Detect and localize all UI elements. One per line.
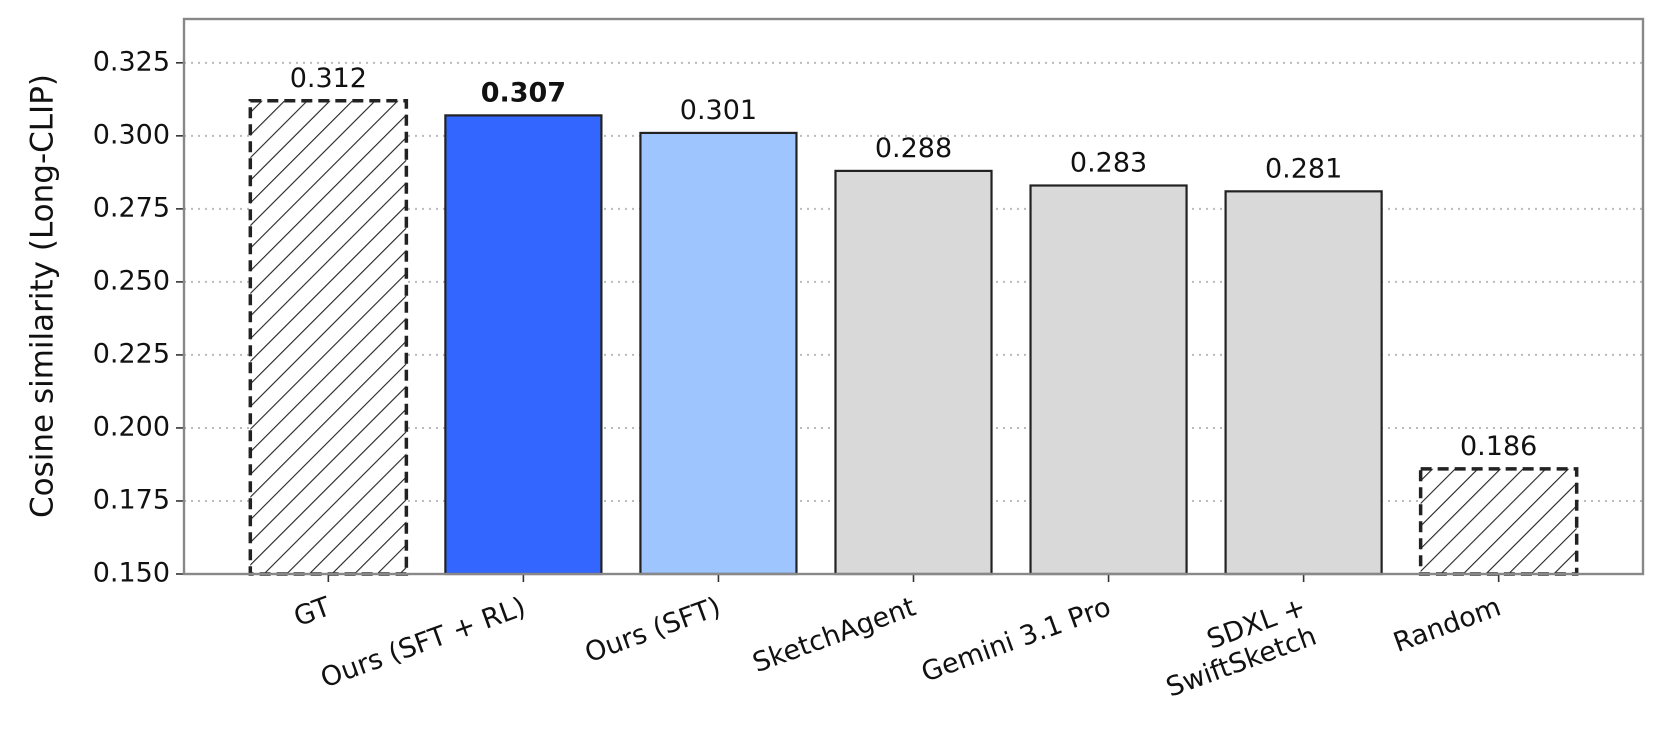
bar [1418,467,1579,576]
y-tick-label: 0.150 [93,558,170,589]
y-tick-label: 0.200 [93,411,170,442]
x-tick-label: Gemini 3.1 Pro [917,591,1114,688]
x-tick-label: GT [290,591,335,633]
y-axis-label: Cosine similarity (Long-CLIP) [25,74,61,518]
y-tick-label: 0.300 [93,119,170,150]
bar [834,169,993,576]
x-tick-label: Ours (SFT) [581,591,725,669]
value-label: 0.283 [1070,148,1147,179]
y-tick-label: 0.250 [93,265,170,296]
plot-frame [182,17,1645,576]
value-label: 0.301 [680,95,757,126]
value-label: 0.307 [481,77,566,108]
x-tick-label: SketchAgent [749,591,920,679]
bar [1029,184,1188,576]
bar [1224,190,1383,576]
bar [248,99,409,576]
value-label: 0.186 [1460,431,1537,462]
y-tick-label: 0.325 [93,46,170,77]
y-tick-label: 0.275 [93,192,170,223]
value-label: 0.288 [875,133,952,164]
value-label: 0.312 [290,63,367,94]
x-tick-label: SDXL +SwiftSketch [1152,591,1321,703]
y-tick-label: 0.175 [93,484,170,515]
y-tick-label: 0.225 [93,338,170,369]
bar [639,131,798,576]
value-label: 0.281 [1265,153,1342,184]
bar [444,114,603,576]
x-tick-label: Ours (SFT + RL) [317,591,530,694]
x-tick-label: Random [1389,591,1505,658]
